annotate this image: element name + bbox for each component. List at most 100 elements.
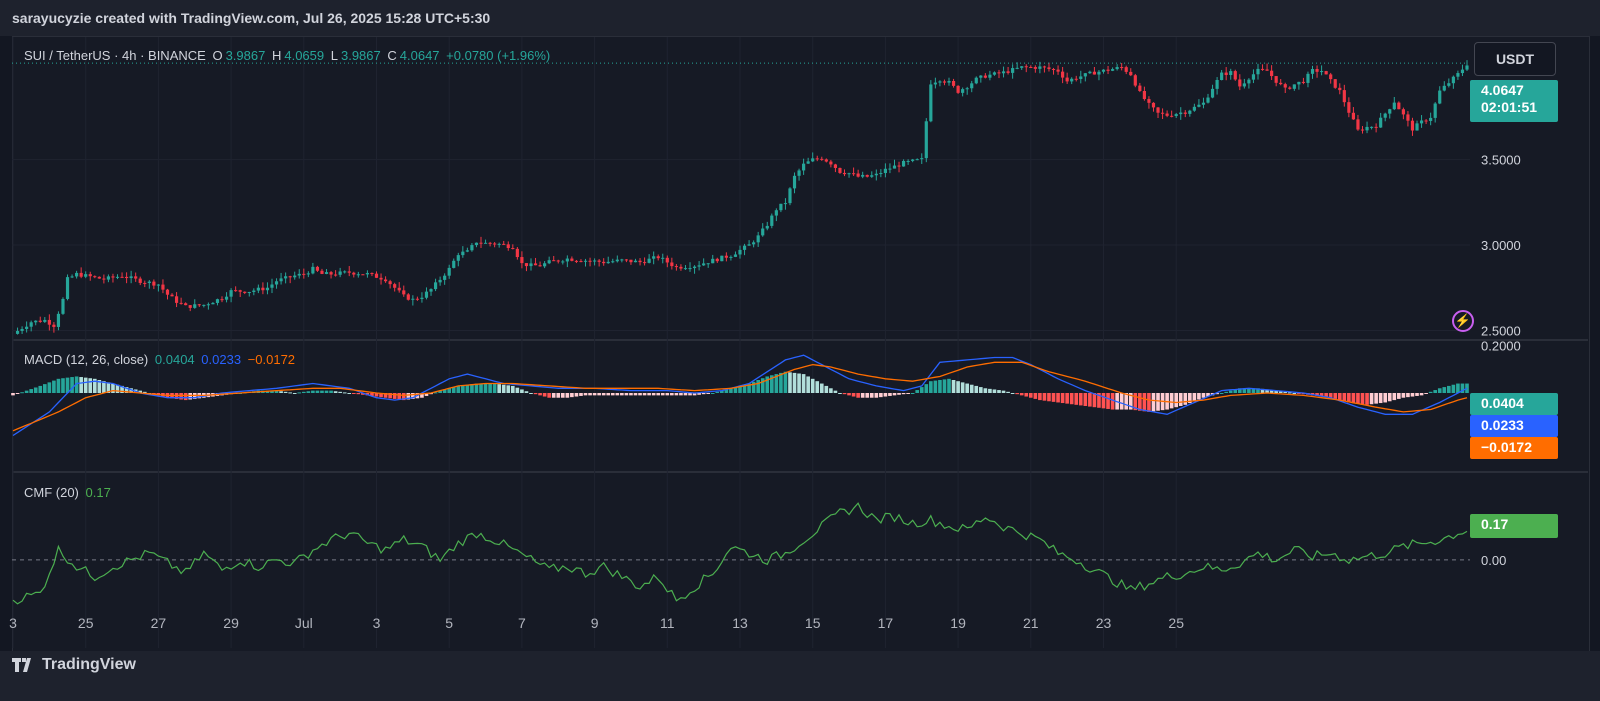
candle-body [20,328,24,331]
candle-body [1120,67,1124,69]
candle-body [565,258,569,262]
macd-hist-value: 0.0404 [154,352,195,367]
candle-body [979,75,983,78]
candle-body [238,290,242,292]
candle-body [988,74,992,78]
close-value: 4.0647 [399,48,440,63]
candle-body [1079,76,1083,79]
candle-body [1438,90,1442,104]
candle-body [583,260,588,262]
candle-body [1174,114,1178,117]
macd-histogram-bar [842,393,847,395]
macd-histogram-bar [942,379,947,393]
macd-histogram-bar [733,387,738,393]
x-tick-label: 7 [518,615,526,631]
macd-line-tag-text: 0.0233 [1481,417,1524,433]
candle-body [52,324,56,327]
macd-histogram-bar [38,385,43,393]
macd-histogram-bar [956,381,960,393]
macd-histogram-bar [610,393,615,396]
macd-histogram-bar [97,380,102,393]
macd-hist-tag [1470,393,1558,415]
lightning-icon[interactable]: ⚡ [1452,310,1474,332]
macd-histogram-bar [88,378,93,393]
macd-histogram-bar [56,378,61,393]
candle-body [134,276,138,279]
macd-histogram-bar [1001,390,1006,393]
candle-body [1320,71,1324,73]
macd-histogram-bar [1333,393,1338,399]
macd-histogram-bar [938,380,942,393]
candle-body [1038,66,1042,69]
macd-histogram-bar [1092,393,1097,408]
macd-histogram-bar [1256,388,1260,393]
candle-body [306,273,310,275]
currency-button[interactable]: USDT [1474,42,1556,76]
macd-histogram-bar [379,393,383,398]
macd-histogram-bar [683,393,688,396]
candle-body [1283,84,1287,88]
macd-histogram-bar [779,372,783,393]
x-tick-label: 13 [732,615,748,631]
macd-histogram-bar [124,387,129,393]
macd-histogram-bar [997,390,1001,393]
macd-histogram-bar [656,393,661,396]
candle-body [170,294,174,297]
candle-body [1233,71,1237,80]
macd-histogram-bar [988,388,992,393]
tradingview-logo[interactable]: TradingView [12,653,136,677]
price-tick-label: 3.5000 [1481,153,1521,168]
candle-body [806,161,810,164]
candle-body [56,313,61,327]
open-label: O [212,48,223,63]
chart-frame[interactable] [12,36,1590,652]
candle-body [847,173,851,175]
candle-body [647,258,651,263]
macd-histogram-bar [501,384,506,393]
candle-body [297,273,301,276]
candle-body [883,168,887,174]
macd-histogram-bar [1038,393,1042,401]
macd-histogram-bar [847,393,851,396]
candle-body [474,242,479,246]
macd-histogram-bar [860,393,865,398]
macd-histogram-bar [960,382,965,393]
macd-histogram-bar [1060,393,1065,404]
macd-histogram-bar [901,393,906,395]
macd-histogram-bar [329,390,333,393]
macd-histogram-bar [506,385,511,393]
candle-body [120,276,124,278]
candle-body [424,291,429,298]
macd-histogram-bar [1328,393,1333,398]
candle-body [393,284,397,288]
macd-histogram-bar [442,389,447,393]
macd-histogram-bar [1297,393,1301,394]
macd-histogram-bar [1201,393,1206,398]
macd-histogram-bar [951,380,956,393]
macd-histogram-bar [570,393,574,398]
candle-body [388,281,392,285]
candle-body [34,320,38,323]
macd-histogram-bar [102,381,106,393]
macd-histogram-bar [929,381,933,393]
macd-histogram-bar [65,377,70,393]
candle-body [1242,83,1246,87]
macd-histogram-bar [983,388,988,393]
macd-histogram-bar [688,393,692,396]
candle-body [1288,87,1292,89]
macd-histogram-bar [120,385,124,393]
macd-histogram-bar [819,383,824,393]
macd-histogram-bar [1392,393,1397,401]
macd-histogram-bar [1051,393,1056,402]
macd-histogram-bar [401,393,406,401]
macd-histogram-bar [933,380,938,393]
macd-histogram-bar [729,388,733,393]
candle-body [234,290,238,292]
candle-body [620,259,624,261]
candle-body [15,330,20,334]
candle-body [433,282,438,290]
candle-body [70,276,74,278]
macd-histogram-bar [1378,393,1383,404]
macd-histogram-bar [179,393,183,400]
